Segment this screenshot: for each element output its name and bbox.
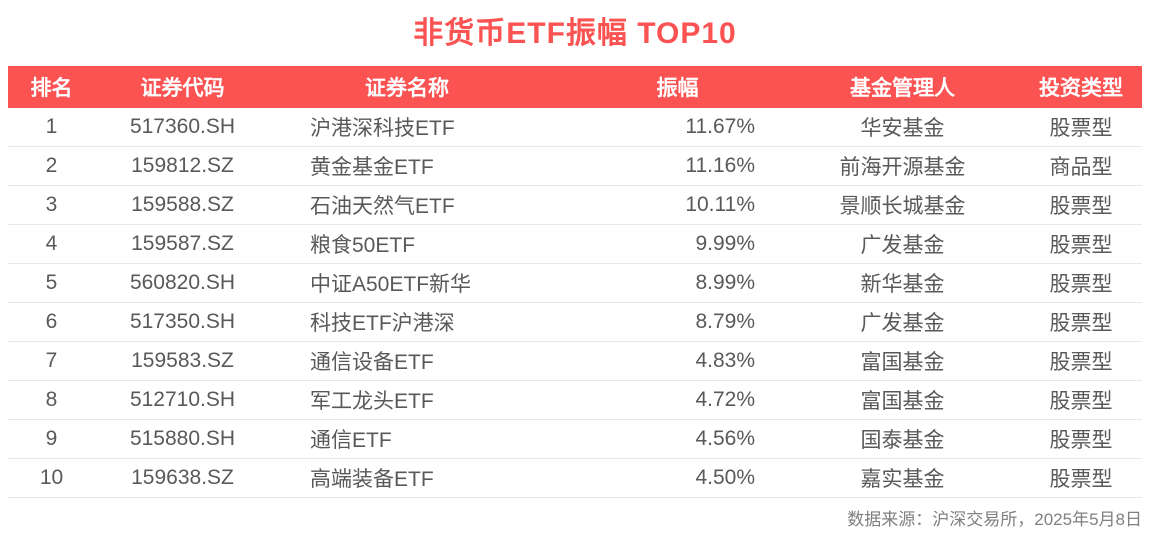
cell-amplitude: 9.99% [570, 224, 785, 264]
cell-name: 石油天然气ETF [270, 185, 570, 225]
table-row: 2 159812.SZ 黄金基金ETF 11.16% 前海开源基金 商品型 [8, 146, 1142, 186]
cell-name: 通信ETF [270, 419, 570, 459]
table-row: 5 560820.SH 中证A50ETF新华 8.99% 新华基金 股票型 [8, 263, 1142, 303]
cell-name: 高端装备ETF [270, 458, 570, 498]
cell-rank: 7 [8, 341, 95, 381]
cell-code: 159588.SZ [95, 185, 270, 225]
cell-rank: 9 [8, 419, 95, 459]
cell-name: 沪港深科技ETF [270, 108, 570, 147]
cell-rank: 8 [8, 380, 95, 420]
cell-type: 商品型 [1020, 146, 1142, 186]
cell-rank: 6 [8, 302, 95, 342]
table-row: 9 515880.SH 通信ETF 4.56% 国泰基金 股票型 [8, 419, 1142, 459]
etf-amplitude-table: 排名 证券代码 证券名称 振幅 基金管理人 投资类型 1 517360.SH 沪港深科技ETF… [8, 66, 1142, 498]
table-header: 排名 证券代码 证券名称 振幅 基金管理人 投资类型 [8, 66, 1142, 108]
table-row: 1 517360.SH 沪港深科技ETF 11.67% 华安基金 股票型 [8, 108, 1142, 147]
cell-code: 560820.SH [95, 263, 270, 303]
column-header-amplitude: 振幅 [570, 66, 785, 108]
cell-type: 股票型 [1020, 224, 1142, 264]
cell-type: 股票型 [1020, 263, 1142, 303]
cell-manager: 景顺长城基金 [785, 185, 1020, 225]
cell-rank: 4 [8, 224, 95, 264]
column-header-rank: 排名 [8, 66, 95, 108]
cell-name: 中证A50ETF新华 [270, 263, 570, 303]
cell-type: 股票型 [1020, 380, 1142, 420]
cell-manager: 华安基金 [785, 108, 1020, 147]
cell-amplitude: 4.72% [570, 380, 785, 420]
cell-code: 517360.SH [95, 108, 270, 147]
cell-manager: 国泰基金 [785, 419, 1020, 459]
cell-manager: 富国基金 [785, 380, 1020, 420]
cell-code: 515880.SH [95, 419, 270, 459]
cell-amplitude: 4.50% [570, 458, 785, 498]
cell-name: 军工龙头ETF [270, 380, 570, 420]
cell-code: 159638.SZ [95, 458, 270, 498]
cell-amplitude: 4.83% [570, 341, 785, 381]
cell-manager: 嘉实基金 [785, 458, 1020, 498]
column-header-type: 投资类型 [1020, 66, 1142, 108]
table-row: 6 517350.SH 科技ETF沪港深 8.79% 广发基金 股票型 [8, 302, 1142, 342]
table-row: 10 159638.SZ 高端装备ETF 4.50% 嘉实基金 股票型 [8, 458, 1142, 498]
cell-rank: 1 [8, 108, 95, 147]
cell-type: 股票型 [1020, 108, 1142, 147]
table-row: 8 512710.SH 军工龙头ETF 4.72% 富国基金 股票型 [8, 380, 1142, 420]
cell-rank: 5 [8, 263, 95, 303]
cell-name: 粮食50ETF [270, 224, 570, 264]
data-source-note: 数据来源：沪深交易所，2025年5月8日 [847, 510, 1142, 529]
page-title: 非货币ETF振幅 TOP10 [413, 17, 737, 50]
cell-code: 159587.SZ [95, 224, 270, 264]
cell-amplitude: 11.67% [570, 108, 785, 147]
column-header-name: 证券名称 [270, 66, 570, 108]
cell-code: 512710.SH [95, 380, 270, 420]
cell-code: 159583.SZ [95, 341, 270, 381]
cell-name: 科技ETF沪港深 [270, 302, 570, 342]
cell-amplitude: 4.56% [570, 419, 785, 459]
cell-manager: 新华基金 [785, 263, 1020, 303]
cell-type: 股票型 [1020, 419, 1142, 459]
table-row: 4 159587.SZ 粮食50ETF 9.99% 广发基金 股票型 [8, 224, 1142, 264]
cell-manager: 广发基金 [785, 224, 1020, 264]
cell-rank: 2 [8, 146, 95, 186]
cell-manager: 富国基金 [785, 341, 1020, 381]
cell-code: 517350.SH [95, 302, 270, 342]
cell-amplitude: 8.99% [570, 263, 785, 303]
cell-code: 159812.SZ [95, 146, 270, 186]
cell-type: 股票型 [1020, 458, 1142, 498]
column-header-manager: 基金管理人 [785, 66, 1020, 108]
cell-type: 股票型 [1020, 185, 1142, 225]
cell-amplitude: 8.79% [570, 302, 785, 342]
cell-manager: 前海开源基金 [785, 146, 1020, 186]
cell-amplitude: 10.11% [570, 185, 785, 225]
table-header-row: 排名 证券代码 证券名称 振幅 基金管理人 投资类型 [8, 66, 1142, 108]
cell-rank: 10 [8, 458, 95, 498]
cell-rank: 3 [8, 185, 95, 225]
column-header-code: 证券代码 [95, 66, 270, 108]
cell-name: 黄金基金ETF [270, 146, 570, 186]
table-row: 7 159583.SZ 通信设备ETF 4.83% 富国基金 股票型 [8, 341, 1142, 381]
cell-name: 通信设备ETF [270, 341, 570, 381]
cell-type: 股票型 [1020, 302, 1142, 342]
cell-manager: 广发基金 [785, 302, 1020, 342]
table-row: 3 159588.SZ 石油天然气ETF 10.11% 景顺长城基金 股票型 [8, 185, 1142, 225]
table-body: 1 517360.SH 沪港深科技ETF 11.67% 华安基金 股票型 2 159812.S… [8, 108, 1142, 498]
cell-type: 股票型 [1020, 341, 1142, 381]
cell-amplitude: 11.16% [570, 146, 785, 186]
